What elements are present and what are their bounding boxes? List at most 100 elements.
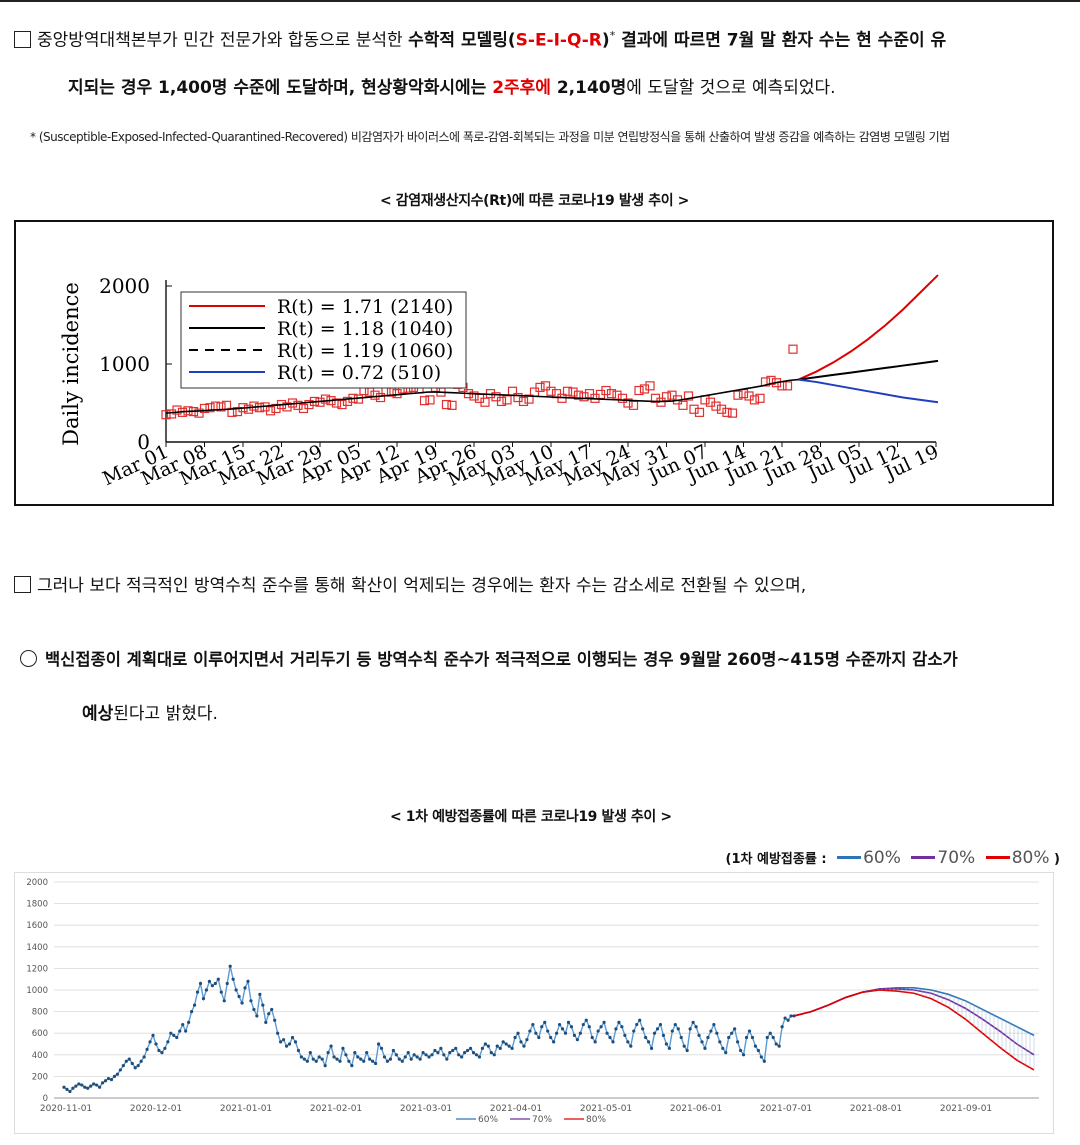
observed-point (568, 387, 578, 397)
observed-point (771, 1035, 775, 1040)
observed-point (480, 397, 490, 407)
observed-point (540, 1025, 544, 1029)
observed-point (689, 404, 699, 414)
observed-point (667, 390, 677, 400)
observed-point (543, 1020, 547, 1024)
observed-point (433, 1048, 437, 1053)
observed-point (578, 1031, 582, 1035)
x-tick-label: 2021-01-01 (220, 1104, 272, 1114)
paragraph-3-line-1: 백신접종이 계획대로 이루어지면서 거리두기 등 방역수칙 준수가 적극적으로 … (20, 648, 958, 672)
observed-point (139, 1059, 143, 1063)
observed-point (77, 1082, 81, 1086)
observed-point (738, 1048, 743, 1053)
observed-point (504, 1042, 508, 1046)
observed-point (439, 1046, 443, 1050)
observed-point (569, 1025, 574, 1029)
observed-point (362, 1059, 366, 1063)
observed-point (575, 1038, 579, 1042)
observed-point (606, 389, 617, 399)
y-axis-label: Daily incidence (59, 282, 83, 446)
observed-point (560, 1027, 565, 1031)
observed-point (425, 395, 435, 405)
observed-point (136, 1064, 140, 1068)
observed-point (562, 386, 573, 396)
observed-point (353, 1051, 357, 1055)
y-tick-label: 1800 (26, 900, 48, 910)
observed-point (587, 1025, 591, 1029)
x-tick-label: 2021-04-01 (490, 1104, 542, 1114)
observed-point (706, 1035, 710, 1040)
observed-point (635, 1022, 639, 1027)
footnote: * (Susceptible-Exposed-Infected-Quaranti… (30, 130, 950, 144)
observed-point (213, 981, 217, 986)
y-tick-label: 400 (32, 1051, 48, 1061)
observed-point (448, 1051, 452, 1055)
observed-point (516, 1031, 520, 1035)
observed-point (649, 1046, 654, 1050)
chart-2-legend: (1차 예방접종률 : 60% 70% 80% ) (725, 848, 1060, 868)
observed-point (555, 1031, 559, 1035)
observed-point (240, 1001, 244, 1005)
observed-point (608, 1035, 612, 1040)
observed-point (468, 1046, 473, 1050)
chart-2-vaccination: 0 200 400 600 800 1000 1200 1400 1600 1800 2000 202… (14, 872, 1054, 1134)
observed-point (375, 392, 386, 403)
observed-point (304, 399, 314, 410)
observed-point (249, 999, 253, 1003)
observed-point (320, 394, 331, 404)
observed-point (376, 1042, 381, 1046)
observed-point (323, 1064, 327, 1068)
observed-point (760, 377, 771, 387)
observed-point (243, 986, 247, 990)
observed-point (566, 1020, 571, 1024)
observed-point (518, 396, 529, 407)
observed-point (540, 381, 551, 391)
observed-point (264, 1020, 268, 1024)
observed-point (415, 1055, 419, 1059)
observed-point (92, 1082, 96, 1086)
observed-point (447, 400, 457, 410)
observed-point (629, 1044, 633, 1048)
observed-point (605, 1031, 609, 1035)
observed-point (688, 1027, 692, 1031)
observed-point (489, 1051, 493, 1055)
y-tick-label: 0 (137, 430, 150, 454)
observed-point (700, 1040, 704, 1044)
observed-point (727, 1035, 731, 1040)
observed-point (148, 1040, 152, 1044)
observed-point (397, 1057, 401, 1061)
x-tick-label: 2020-11-01 (40, 1104, 92, 1114)
observed-point (385, 1059, 390, 1063)
observed-point (184, 1029, 188, 1033)
observed-point (747, 1029, 752, 1033)
observed-point (661, 1033, 666, 1037)
observed-point (112, 1074, 117, 1078)
observed-point (326, 1051, 330, 1055)
observed-point (279, 1040, 283, 1044)
observed-point (284, 1044, 289, 1048)
bottom-legend-label: 80% (586, 1115, 606, 1125)
observed-point (314, 1059, 318, 1063)
observed-point (192, 1003, 197, 1007)
observed-point (121, 1064, 125, 1068)
observed-point (768, 1031, 772, 1035)
observed-point (181, 1022, 185, 1027)
observed-point (161, 410, 171, 420)
observed-point (531, 1022, 535, 1027)
observed-point (451, 1048, 455, 1053)
observed-point (237, 994, 241, 999)
observed-point (617, 1020, 621, 1024)
observed-point (424, 1053, 428, 1057)
observed-point (290, 1035, 295, 1040)
checkbox-bullet-icon (14, 30, 31, 48)
observed-point (789, 1014, 793, 1018)
observed-point (204, 988, 209, 992)
observed-point (644, 1035, 648, 1040)
observed-point (519, 1040, 523, 1044)
observed-point (175, 1035, 179, 1040)
legend-swatch-70 (911, 856, 936, 859)
observed-point (160, 1051, 164, 1055)
observed-point (480, 1046, 485, 1050)
observed-point (549, 1035, 553, 1040)
